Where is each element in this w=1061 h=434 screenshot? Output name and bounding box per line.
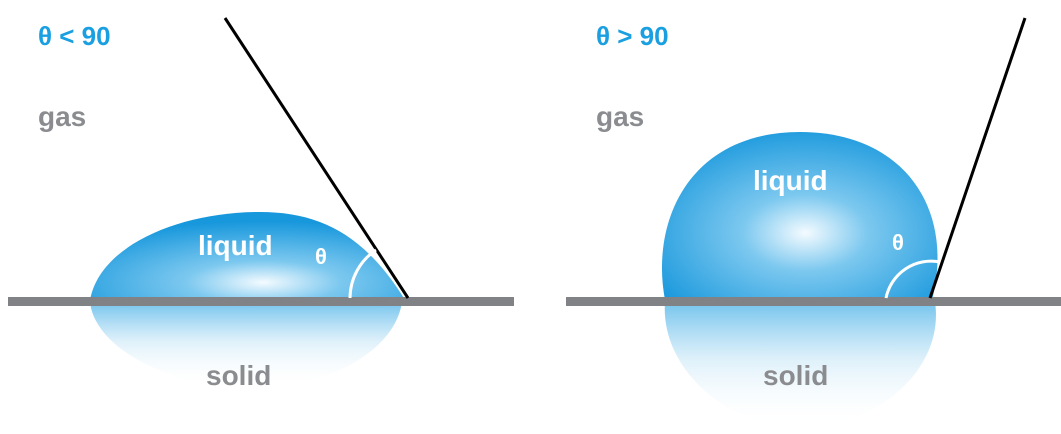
- right-tangent-line: [928, 17, 1027, 299]
- right-theta-symbol: θ: [892, 230, 904, 255]
- left-liquid-label: liquid: [198, 230, 273, 261]
- right-drop-reflection: [664, 302, 936, 428]
- left-angle-arc: [348, 248, 377, 299]
- left-drop-reflection: [90, 302, 402, 388]
- left-panel: θ < 90 gas liquid θ solid: [8, 17, 514, 391]
- right-gas-label: gas: [596, 101, 644, 132]
- left-liquid-drop: [90, 212, 405, 300]
- left-solid-surface: [8, 297, 514, 306]
- left-condition-label: θ < 90: [38, 21, 111, 51]
- right-solid-label: solid: [763, 360, 828, 391]
- left-tangent-line: [223, 17, 410, 299]
- left-solid-label: solid: [206, 360, 271, 391]
- right-condition-label: θ > 90: [596, 21, 669, 51]
- right-panel: θ > 90 gas liquid θ solid: [566, 17, 1061, 428]
- right-liquid-label: liquid: [753, 165, 828, 196]
- left-theta-symbol: θ: [315, 244, 327, 269]
- right-angle-arc: [884, 259, 941, 299]
- right-solid-surface: [566, 297, 1061, 306]
- right-liquid-drop: [661, 132, 938, 300]
- left-gas-label: gas: [38, 101, 86, 132]
